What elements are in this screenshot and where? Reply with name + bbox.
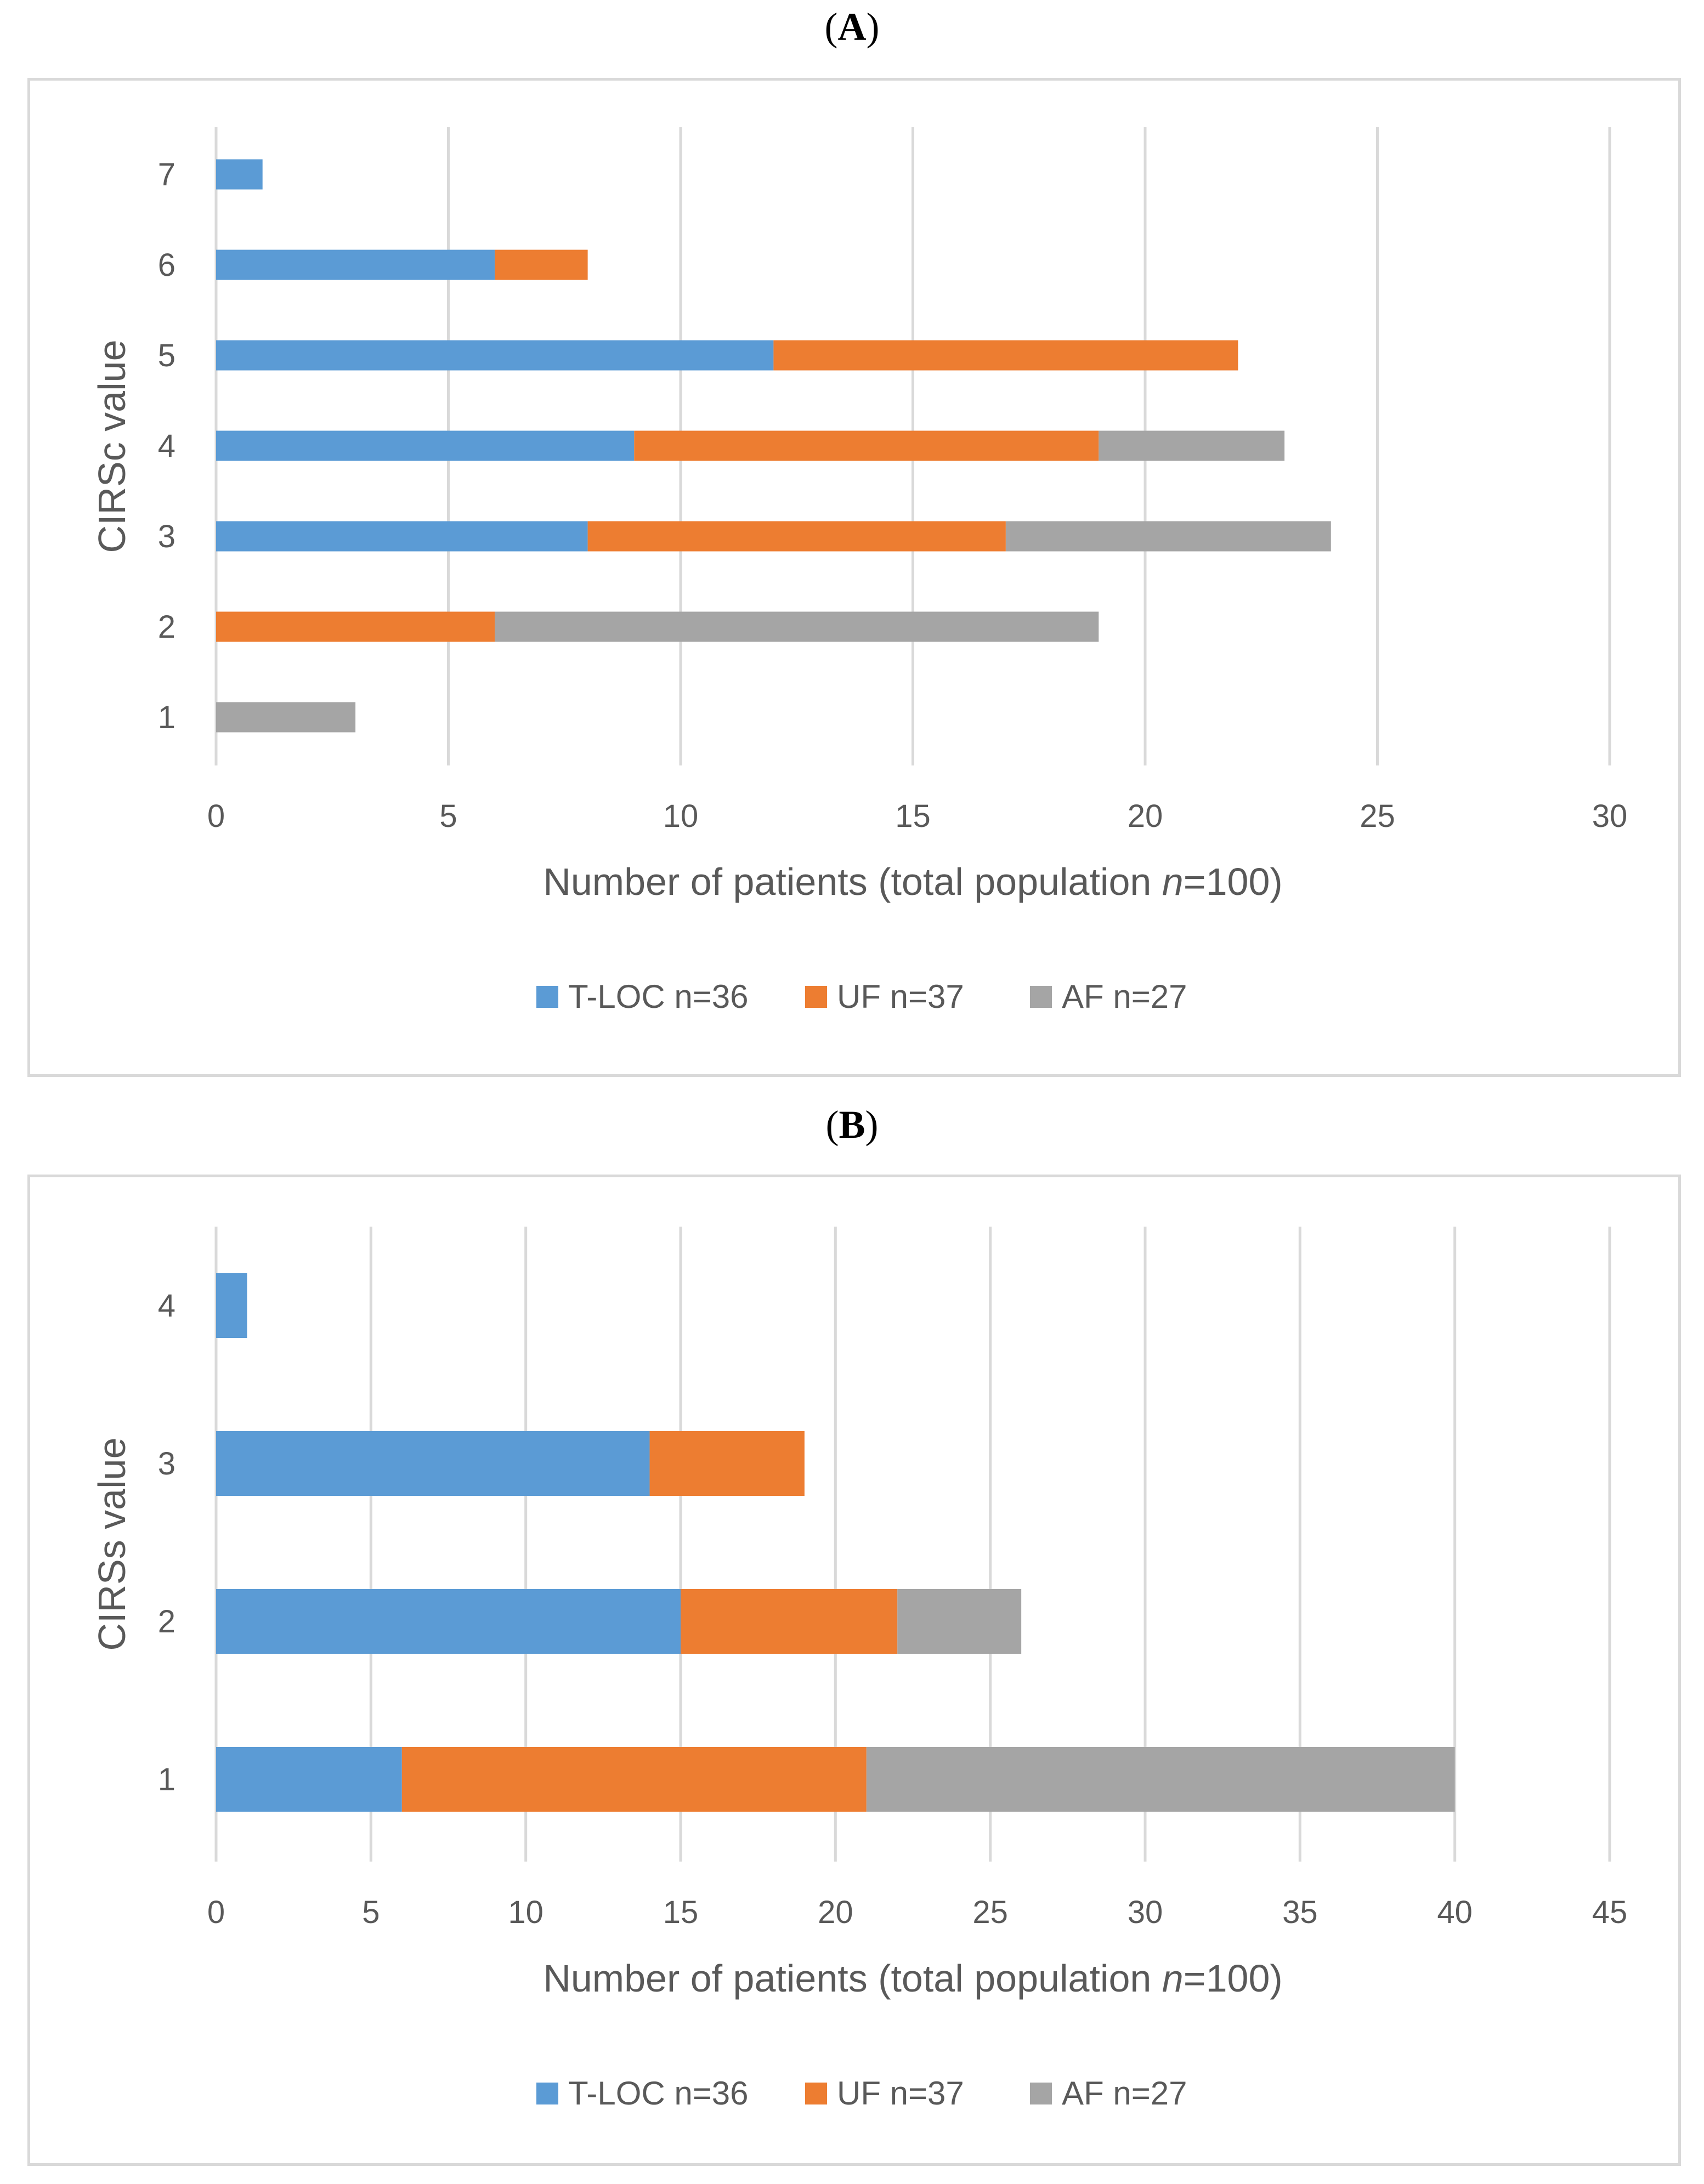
chart-a-x-tick-label: 20 [1128,798,1163,834]
chart-a-bar-6-series-1 [495,249,588,280]
chart-a-bar-7-series-0 [216,159,263,190]
chart-b-legend-label-0: T-LOC n=36 [568,2075,749,2112]
chart-b-x-axis-label-part2: =100) [1184,1957,1283,2000]
chart-a-y-axis-label: CIRSc value [90,339,133,553]
chart-b-x-tick-label: 15 [663,1894,699,1930]
chart-a-y-tick-label: 2 [158,609,176,645]
chart-a-bar-2-series-1 [216,611,495,642]
chart-a-x-tick-label: 5 [439,798,457,834]
chart-a-x-tick-label: 15 [895,798,931,834]
chart-a-bar-4-series-2 [1099,430,1285,461]
chart-a-legend-label-2: AF n=27 [1062,978,1187,1015]
chart-b-y-tick-label: 3 [158,1446,176,1482]
chart-a-bar-5-series-0 [216,340,774,371]
chart-b-x-tick-label: 20 [818,1894,853,1930]
chart-a: 0 5 10 15 20 25 30 1 2 3 4 5 6 7 Number of patients (t… [90,127,1628,1015]
chart-a-x-tick-label: 25 [1360,798,1395,834]
chart-b-x-tick-label: 30 [1128,1894,1163,1930]
chart-b-legend-swatch-1 [805,2083,827,2104]
panel-label-b: (B) [825,1103,879,1147]
chart-b-bar-2-series-1 [681,1589,898,1654]
chart-b-bar-3-series-1 [649,1431,805,1496]
chart-b-x-tick-label: 40 [1437,1894,1473,1930]
panel-letter-b: B [839,1103,865,1147]
chart-a-x-axis-label-italic: n [1162,860,1184,903]
chart-b-bar-3-series-0 [216,1431,650,1496]
chart-b-y-tick-label: 1 [158,1762,176,1797]
chart-a-bar-6-series-0 [216,249,495,280]
chart-a-y-tick-label: 5 [158,338,176,373]
panel-label-a: (A) [824,5,880,49]
chart-a-bar-2-series-2 [495,611,1099,642]
chart-b-bar-1-series-1 [401,1747,867,1812]
chart-a-bar-3-series-0 [216,521,588,552]
chart-frame-b [27,1175,1681,2166]
chart-b-legend-label-2: AF n=27 [1062,2075,1187,2112]
chart-b-x-axis-label-part1: Number of patients (total population [543,1957,1162,2000]
chart-a-x-axis-label-part2: =100) [1184,860,1283,903]
chart-a-legend-swatch-2 [1030,986,1052,1008]
chart-a-bar-5-series-1 [773,340,1238,371]
chart-b-x-axis-label: Number of patients (total population n=1… [543,1957,1282,2000]
panel-letter-a: A [837,5,867,49]
chart-a-y-tick-label: 4 [158,428,176,464]
chart-b-x-tick-label: 45 [1592,1894,1628,1930]
chart-a-legend-swatch-1 [805,986,827,1008]
chart-b-bar-1-series-0 [216,1747,402,1812]
chart-b-x-tick-label: 0 [207,1894,225,1930]
chart-b-x-tick-label: 5 [362,1894,380,1930]
chart-b-legend-swatch-0 [536,2083,558,2104]
chart-a-x-tick-label: 0 [207,798,225,834]
chart-a-x-axis-label: Number of patients (total population n=1… [543,860,1282,903]
chart-a-x-tick-label: 10 [663,798,699,834]
chart-a-bar-4-series-1 [634,430,1099,461]
chart-a-y-tick-label: 3 [158,519,176,554]
chart-b-x-tick-label: 10 [508,1894,544,1930]
chart-a-legend-swatch-0 [536,986,558,1008]
chart-b-legend-label-1: UF n=37 [837,2075,964,2112]
chart-a-legend-label-0: T-LOC n=36 [568,978,749,1015]
chart-a-y-tick-label: 1 [158,700,176,735]
chart-b-legend-swatch-2 [1030,2083,1052,2104]
chart-b-y-tick-label: 2 [158,1604,176,1640]
chart-b-x-tick-label: 25 [972,1894,1008,1930]
chart-b-y-axis-label: CIRSs value [90,1437,133,1650]
chart-b-bar-4-series-0 [216,1273,247,1338]
chart-a-bar-3-series-1 [587,521,1006,552]
chart-a-y-tick-label: 6 [158,247,176,283]
chart-a-x-axis-label-part1: Number of patients (total population [543,860,1162,903]
chart-a-bar-3-series-2 [1005,521,1331,552]
chart-b-bar-2-series-0 [216,1589,681,1654]
chart-b-x-axis-label-italic: n [1162,1957,1184,2000]
chart-b-x-tick-label: 35 [1282,1894,1318,1930]
chart-frame-a [27,78,1681,1077]
chart-a-y-tick-label: 7 [158,157,176,192]
chart-b-y-tick-label: 4 [158,1288,176,1324]
chart-a-x-tick-label: 30 [1592,798,1628,834]
chart-b-bar-2-series-2 [897,1589,1022,1654]
chart-b-bar-1-series-2 [866,1747,1455,1812]
chart-a-bar-4-series-0 [216,430,635,461]
chart-a-bar-1-series-2 [216,702,356,733]
chart-a-legend-label-1: UF n=37 [837,978,964,1015]
